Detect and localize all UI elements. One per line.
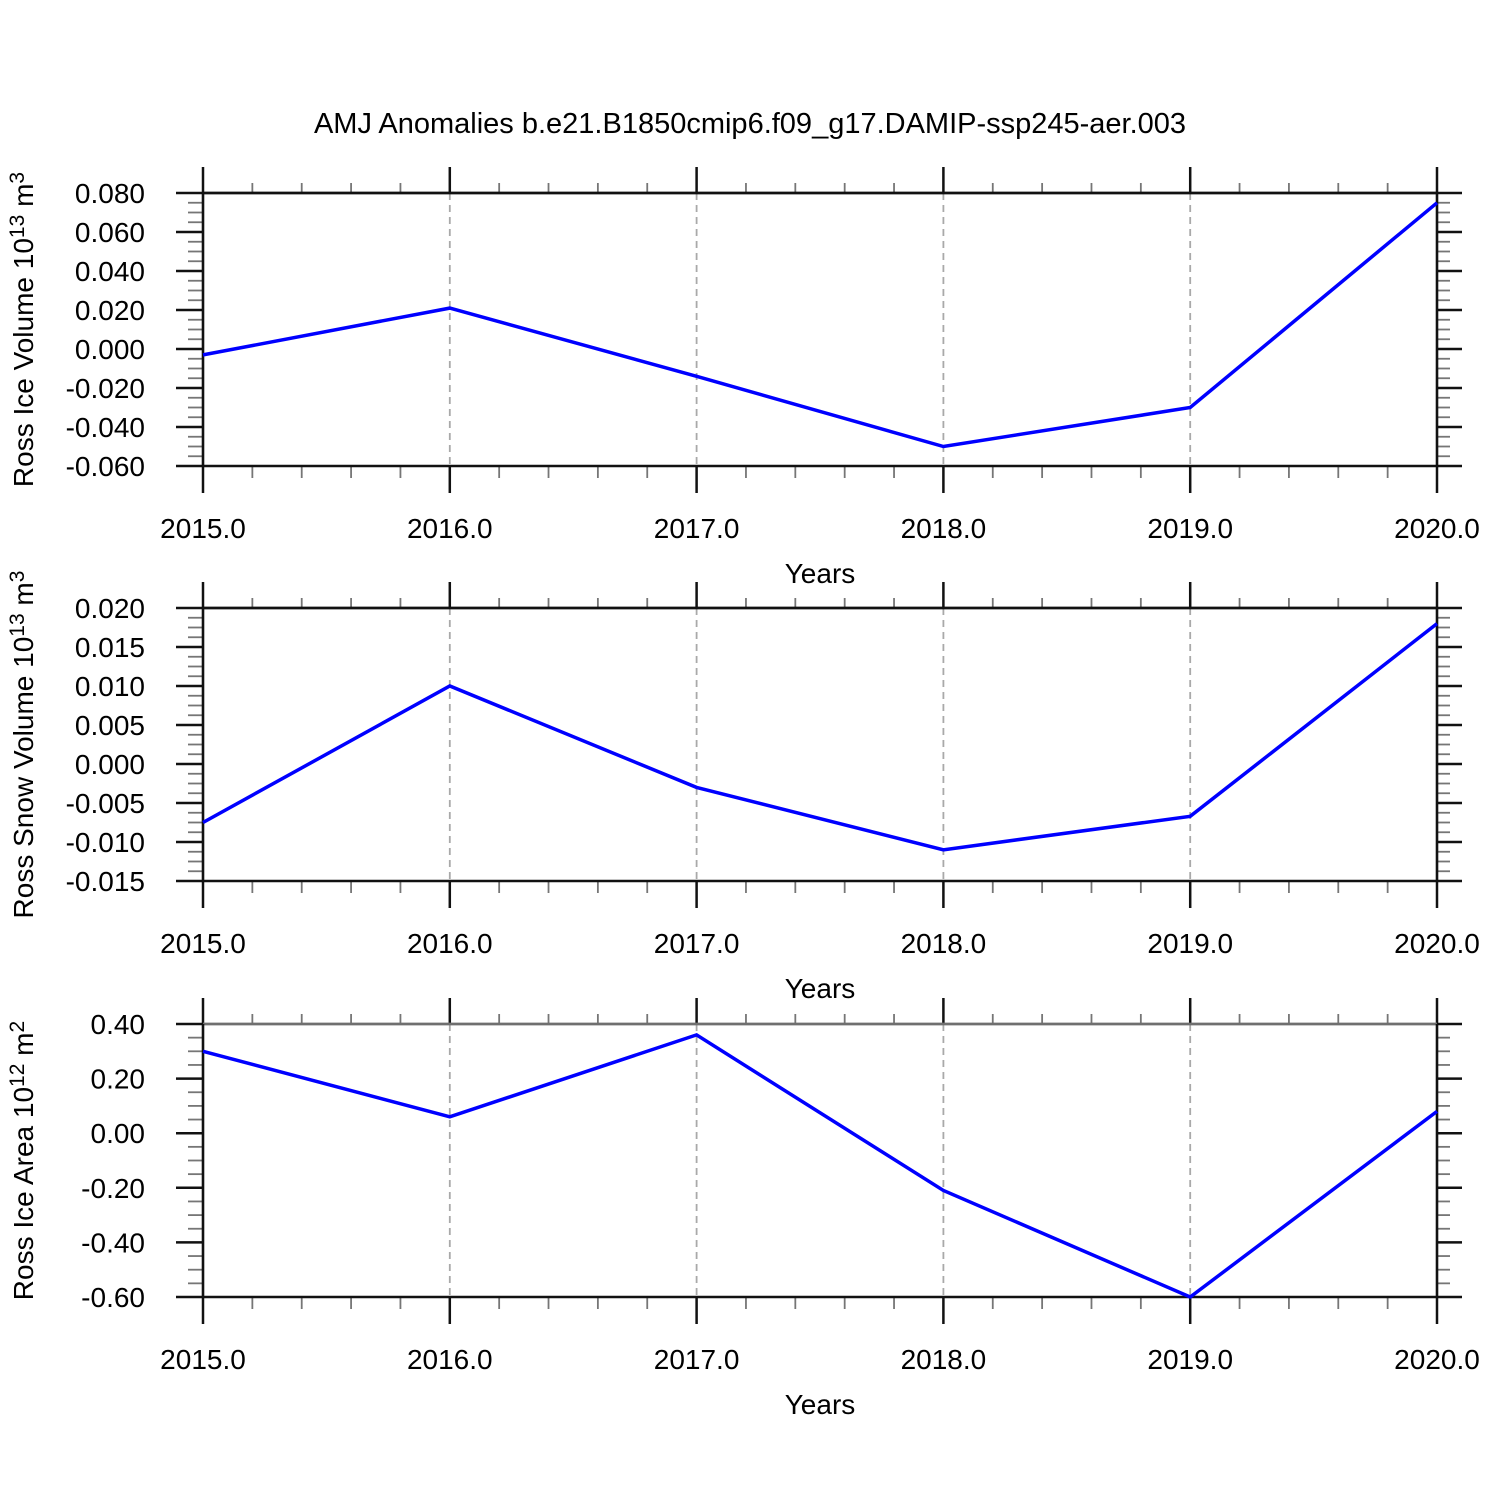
y-tick-label: -0.040 — [66, 412, 145, 443]
x-tick-label: 2015.0 — [160, 928, 246, 959]
x-tick-label: 2017.0 — [654, 1344, 740, 1375]
y-tick-label: -0.005 — [66, 788, 145, 819]
y-tick-label: -0.015 — [66, 866, 145, 897]
x-tick-label: 2018.0 — [901, 928, 987, 959]
panel-1: 2015.0 2016.0 2017.0 2018.0 2019.0 2020.0 0.08… — [6, 167, 1480, 589]
y-tick-label: 0.020 — [75, 295, 145, 326]
y-tick-label: -0.060 — [66, 451, 145, 482]
y-tick-label: 0.020 — [75, 593, 145, 624]
x-tick-label: 2020.0 — [1394, 513, 1480, 544]
x-tick-label: 2019.0 — [1147, 1344, 1233, 1375]
x-tick-label: 2016.0 — [407, 928, 493, 959]
y-tick-label: 0.20 — [91, 1064, 146, 1095]
chart-title: AMJ Anomalies b.e21.B1850cmip6.f09_g17.D… — [313, 108, 1187, 140]
y-tick-label: -0.60 — [81, 1282, 145, 1313]
x-tick-label: 2018.0 — [901, 1344, 987, 1375]
y-tick-label: 0.080 — [75, 178, 145, 209]
data-line-panel-3 — [202, 1032, 1439, 1300]
x-tick-label: 2020.0 — [1394, 928, 1480, 959]
x-axis-title: Years — [785, 973, 856, 1004]
x-tick-label: 2015.0 — [160, 1344, 246, 1375]
y-tick-label: 0.00 — [91, 1118, 146, 1149]
x-axis-title: Years — [785, 1389, 856, 1420]
data-line-panel-1 — [202, 201, 1439, 449]
x-tick-label: 2019.0 — [1147, 513, 1233, 544]
y-tick-label: 0.000 — [75, 749, 145, 780]
x-tick-label: 2017.0 — [654, 513, 740, 544]
y-tick-label: -0.20 — [81, 1173, 145, 1204]
y-tick-label: -0.40 — [81, 1227, 145, 1258]
x-tick-label: 2018.0 — [901, 513, 987, 544]
panel-3: 2015.0 2016.0 2017.0 2018.0 2019.0 2020.0 0.40… — [6, 998, 1480, 1420]
x-axis-title: Years — [785, 558, 856, 589]
y-tick-label: -0.020 — [66, 373, 145, 404]
x-tick-label: 2017.0 — [654, 928, 740, 959]
x-tick-label: 2019.0 — [1147, 928, 1233, 959]
y-tick-label: -0.010 — [66, 827, 145, 858]
y-tick-label: 0.060 — [75, 217, 145, 248]
y-tick-label: 0.000 — [75, 334, 145, 365]
x-tick-label: 2015.0 — [160, 513, 246, 544]
y-axis-title: Ross Ice Area 1012 m2 — [6, 1021, 39, 1300]
y-axis-title: Ross Ice Volume 1013 m3 — [6, 172, 39, 487]
panel-2: 2015.0 2016.0 2017.0 2018.0 2019.0 2020.0 0.02… — [6, 571, 1480, 1004]
x-tick-label: 2016.0 — [407, 1344, 493, 1375]
y-tick-label: 0.015 — [75, 632, 145, 663]
y-tick-label: 0.40 — [91, 1009, 146, 1040]
y-tick-label: 0.040 — [75, 256, 145, 287]
x-tick-label: 2016.0 — [407, 513, 493, 544]
y-tick-label: 0.005 — [75, 710, 145, 741]
x-tick-label: 2020.0 — [1394, 1344, 1480, 1375]
y-axis-title: Ross Snow Volume 1013 m3 — [6, 571, 39, 919]
data-line-panel-2 — [202, 622, 1439, 852]
y-tick-label: 0.010 — [75, 671, 145, 702]
